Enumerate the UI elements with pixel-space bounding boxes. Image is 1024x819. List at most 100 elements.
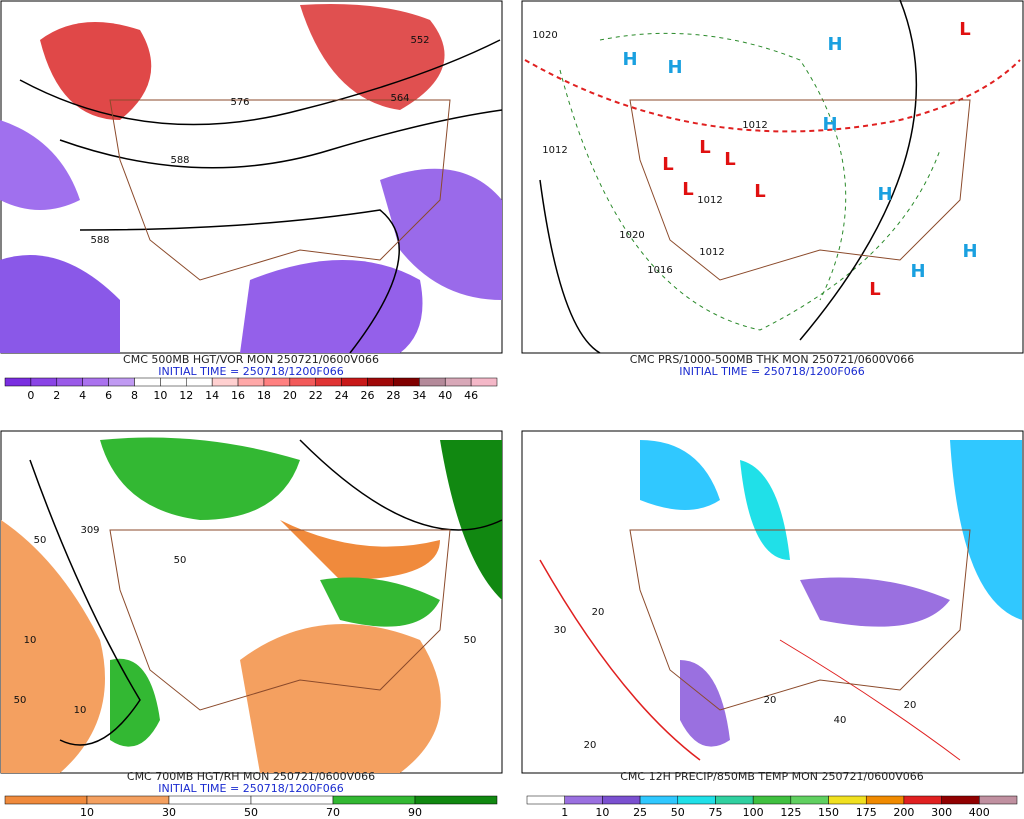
map-label: H: [667, 57, 682, 78]
colorbar-label: 10: [80, 806, 94, 819]
map-label: H: [962, 241, 977, 262]
map-label: 10: [24, 635, 37, 646]
map-label: 50: [174, 555, 187, 566]
colorbar-box: [414, 795, 498, 805]
colorbar-box: [828, 795, 867, 805]
colorbar-box: [865, 795, 905, 805]
map-label: 552: [410, 35, 429, 46]
caption: CMC 700MB HGT/RH MON 250721/0600V066: [127, 770, 375, 783]
colorbar-box: [752, 795, 792, 805]
map-label: 50: [14, 695, 27, 706]
colorbar-box: [341, 377, 368, 387]
map-500mb: [0, 0, 503, 354]
map-label: 50: [34, 535, 47, 546]
caption: CMC 500MB HGT/VOR MON 250721/0600V066: [123, 353, 379, 366]
colorbar-label: 10: [595, 806, 609, 819]
map-label: 576: [230, 97, 249, 108]
colorbar-label: 125: [780, 806, 801, 819]
colorbar-label: 25: [633, 806, 647, 819]
colorbar-label: 50: [671, 806, 685, 819]
colorbar-box: [715, 795, 754, 805]
caption: CMC PRS/1000-500MB THK MON 250721/0600V0…: [630, 353, 915, 366]
colorbar-label: 24: [335, 389, 349, 402]
colorbar-label: 75: [708, 806, 722, 819]
colorbar-label: 200: [893, 806, 914, 819]
map-label: H: [822, 114, 837, 135]
colorbar-label: 20: [283, 389, 297, 402]
map-label: L: [869, 279, 880, 300]
map-label: L: [682, 179, 693, 200]
colorbar-box: [903, 795, 942, 805]
map-label: 588: [170, 155, 189, 166]
colorbar-box: [211, 377, 239, 387]
colorbar-box: [263, 377, 291, 387]
map-label: 30: [554, 625, 567, 636]
caption: CMC 12H PRECIP/850MB TEMP MON 250721/060…: [620, 770, 924, 783]
colorbar-box: [367, 377, 394, 387]
colorbar-box: [30, 377, 58, 387]
colorbar-box: [237, 377, 265, 387]
map-label: 1012: [542, 145, 567, 156]
colorbar-box: [4, 795, 88, 805]
map-label: 1012: [699, 247, 724, 258]
colorbar-label: 18: [257, 389, 271, 402]
colorbar-label: 90: [408, 806, 422, 819]
colorbar-label: 26: [361, 389, 375, 402]
map-label: 20: [592, 607, 605, 618]
colorbar-box: [168, 795, 252, 805]
map-label: 20: [764, 695, 777, 706]
map-label: L: [724, 149, 735, 170]
colorbar-label: 12: [179, 389, 193, 402]
colorbar-label: 34: [412, 389, 426, 402]
colorbar-label: 28: [386, 389, 400, 402]
colorbar-label: 6: [105, 389, 112, 402]
map-label: L: [662, 154, 673, 175]
colorbar-box: [186, 377, 213, 387]
map-label: L: [754, 181, 765, 202]
colorbar-box: [289, 377, 316, 387]
map-label: 20: [904, 700, 917, 711]
map-label: 1016: [647, 265, 672, 276]
map-label: L: [959, 19, 970, 40]
colorbar-box: [250, 795, 334, 805]
map-label: 564: [390, 93, 409, 104]
map-label: 1012: [697, 195, 722, 206]
map-pressure: [521, 0, 1024, 354]
colorbar-label: 150: [818, 806, 839, 819]
colorbar-label: 175: [856, 806, 877, 819]
colorbar-label: 70: [326, 806, 340, 819]
colorbar-box: [4, 377, 32, 387]
colorbar-label: 30: [162, 806, 176, 819]
map-label: 20: [584, 740, 597, 751]
colorbar-label: 8: [131, 389, 138, 402]
colorbar-box: [470, 377, 498, 387]
colorbar-label: 50: [244, 806, 258, 819]
map-label: H: [877, 184, 892, 205]
map-label: 1020: [532, 30, 557, 41]
map-label: L: [699, 137, 710, 158]
colorbar-label: 22: [309, 389, 323, 402]
colorbar-box: [790, 795, 829, 805]
colorbar-label: 1: [561, 806, 568, 819]
colorbar-label: 100: [743, 806, 764, 819]
map-label: 10: [74, 705, 87, 716]
map-700mb: [0, 430, 503, 774]
map-label: H: [910, 261, 925, 282]
initial-time: INITIAL TIME = 250718/1200F066: [158, 782, 343, 795]
colorbar-box: [444, 377, 472, 387]
colorbar-box: [332, 795, 416, 805]
colorbar-label: 0: [27, 389, 34, 402]
map-label: H: [622, 49, 637, 70]
colorbar-label: 4: [79, 389, 86, 402]
initial-time: INITIAL TIME = 250718/1200F066: [679, 365, 864, 378]
colorbar-box: [602, 795, 641, 805]
colorbar-label: 2: [53, 389, 60, 402]
map-label: 50: [464, 635, 477, 646]
colorbar-box: [108, 377, 135, 387]
colorbar-box: [639, 795, 679, 805]
colorbar-label: 14: [205, 389, 219, 402]
colorbar-label: 40: [438, 389, 452, 402]
colorbar-label: 300: [931, 806, 952, 819]
colorbar-box: [677, 795, 716, 805]
